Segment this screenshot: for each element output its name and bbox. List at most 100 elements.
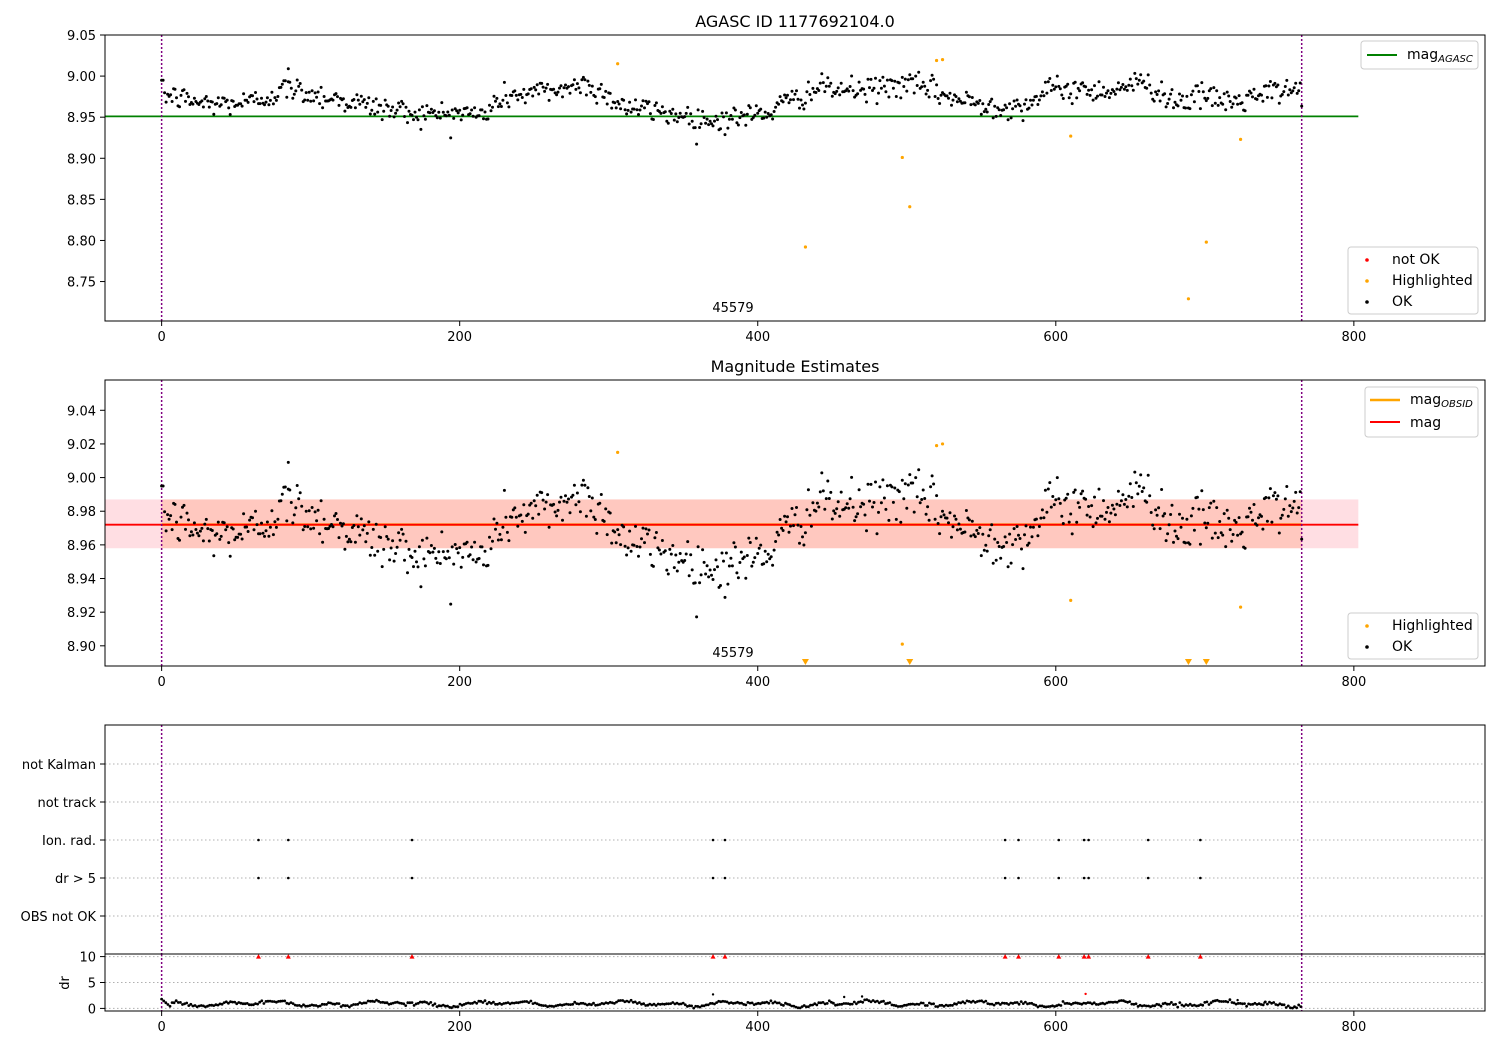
ok-point — [976, 532, 980, 535]
legend-line-label: magAGASC — [1407, 47, 1473, 65]
ok-point — [1178, 512, 1181, 516]
dr-point — [1284, 1006, 1288, 1009]
ok-point — [824, 497, 828, 501]
dr-point — [429, 1001, 433, 1004]
ok-point — [668, 109, 672, 113]
ok-point — [520, 96, 524, 99]
ok-point — [251, 94, 254, 98]
ok-point — [1075, 520, 1079, 524]
dr-point — [1067, 1002, 1071, 1005]
ok-point — [1268, 80, 1272, 83]
ok-point — [1188, 542, 1192, 546]
ok-point — [486, 563, 490, 567]
dr-point — [483, 999, 487, 1003]
ok-point — [869, 482, 873, 486]
ok-point — [796, 523, 800, 527]
ok-point — [343, 109, 347, 113]
dr-point — [838, 1003, 842, 1006]
ok-point — [1094, 96, 1098, 100]
dr-point — [731, 1002, 735, 1005]
ok-point — [1285, 485, 1289, 488]
ok-point — [1067, 96, 1071, 100]
ok-point — [795, 506, 798, 509]
ok-point — [1201, 508, 1205, 512]
ok-point — [529, 87, 533, 91]
dr-point — [721, 999, 725, 1003]
ok-point — [798, 106, 801, 110]
ok-point — [1076, 86, 1080, 90]
ok-point — [739, 550, 743, 554]
ok-point — [187, 95, 190, 99]
dr-point — [1147, 1004, 1150, 1008]
ok-point — [1273, 491, 1277, 495]
ok-point — [1172, 540, 1175, 544]
ok-point — [765, 115, 769, 119]
ok-point — [461, 113, 465, 117]
dr-point — [890, 1003, 894, 1007]
ok-point — [294, 89, 298, 93]
ok-point — [805, 508, 809, 512]
ok-point — [556, 90, 560, 94]
ok-point — [456, 111, 460, 115]
ok-point — [826, 479, 830, 483]
ok-point — [1181, 94, 1184, 98]
ok-point — [258, 102, 262, 106]
ok-point — [872, 501, 876, 504]
ok-point — [498, 532, 502, 536]
dr-point — [1203, 1001, 1207, 1004]
ok-point — [161, 78, 165, 82]
ok-point — [877, 510, 880, 514]
ok-point — [207, 105, 211, 109]
x-tick-label-1: 200 — [447, 675, 472, 690]
ok-point — [1100, 93, 1104, 97]
ok-point — [1005, 541, 1009, 544]
dr-point — [550, 1004, 554, 1008]
ok-point — [698, 126, 702, 129]
dr-point — [185, 1001, 189, 1005]
ok-point — [561, 95, 564, 99]
ok-point — [254, 509, 257, 513]
ok-point — [622, 525, 626, 529]
ok-point — [245, 525, 249, 529]
dr-point — [573, 1000, 577, 1004]
ok-point — [605, 102, 609, 106]
ok-point — [790, 89, 794, 93]
dr-point — [1036, 1005, 1040, 1009]
dr-point — [475, 1001, 479, 1005]
ok-point — [537, 512, 541, 516]
ok-point — [336, 518, 339, 521]
ok-point — [1023, 102, 1026, 106]
mag-bands-group — [105, 499, 1359, 549]
ok-point — [204, 517, 208, 521]
ok-point — [593, 518, 597, 521]
dr-point — [925, 1004, 929, 1007]
dr-point — [1170, 1001, 1173, 1004]
ok-point — [374, 97, 378, 101]
ok-point — [1264, 84, 1268, 88]
ok-point — [1021, 119, 1025, 123]
ok-point — [349, 540, 353, 544]
ok-point — [394, 111, 398, 115]
dr-point — [1280, 1003, 1284, 1007]
ok-point — [774, 105, 778, 109]
ok-point — [540, 81, 544, 85]
ok-point — [574, 87, 578, 91]
ok-point — [724, 551, 728, 555]
dr-point — [713, 1002, 716, 1006]
ok-point — [163, 510, 167, 514]
ok-point — [899, 520, 903, 524]
dr-point — [487, 1000, 491, 1004]
ok-point — [638, 545, 642, 549]
ok-point — [809, 98, 813, 102]
ok-point — [751, 560, 755, 564]
ok-point — [893, 79, 897, 83]
ok-point — [1113, 92, 1117, 96]
ok-point — [583, 483, 587, 487]
ok-point — [1210, 104, 1214, 108]
ok-point — [336, 95, 339, 99]
ok-point — [227, 541, 231, 545]
ok-point — [1121, 83, 1125, 86]
ok-point — [963, 101, 967, 105]
dr-point — [479, 999, 483, 1003]
legend-marker-ok — [1365, 300, 1369, 304]
